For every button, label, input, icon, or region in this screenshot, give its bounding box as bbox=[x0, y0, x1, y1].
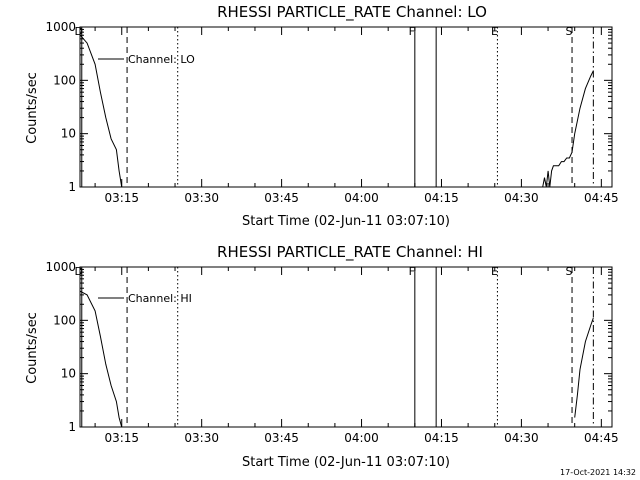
panel2-y-tick-label: 100 bbox=[53, 313, 76, 327]
panel1-x-tick-label: 04:45 bbox=[584, 191, 619, 205]
panel2-y-axis-label: Counts/sec bbox=[25, 312, 40, 384]
panel1-event-marker-label: F bbox=[409, 25, 415, 38]
panel2-x-tick-label: 03:45 bbox=[264, 431, 299, 445]
panel1-y-tick-label: 1 bbox=[68, 180, 76, 194]
panel2-y-tick-label: 10 bbox=[61, 367, 76, 381]
panel2-event-marker-label: D bbox=[75, 265, 83, 278]
panel1-x-tick-label: 03:15 bbox=[104, 191, 139, 205]
panel1-x-axis-label: Start Time (02-Jun-11 03:07:10) bbox=[242, 214, 450, 229]
panel2-y-tick-label: 1000 bbox=[45, 260, 76, 274]
panel2-x-tick-label: 04:15 bbox=[424, 431, 459, 445]
panel2-title: RHESSI PARTICLE_RATE Channel: HI bbox=[217, 243, 483, 262]
panel1-legend-label: Channel: LO bbox=[128, 53, 195, 66]
panel1-y-tick-label: 10 bbox=[61, 127, 76, 141]
panel2-series-line bbox=[80, 290, 123, 428]
panel2-x-tick-label: 04:30 bbox=[504, 431, 539, 445]
panel2-event-marker-label: F bbox=[409, 265, 415, 278]
panel1-event-marker-label: S bbox=[566, 25, 573, 38]
panel1-y-tick-label: 1000 bbox=[45, 20, 76, 34]
panel1-y-axis-label: Counts/sec bbox=[25, 72, 40, 144]
panel1-x-tick-label: 04:15 bbox=[424, 191, 459, 205]
panel2-event-marker-label: S bbox=[566, 265, 573, 278]
panel2-event-marker-label: E bbox=[491, 265, 498, 278]
panel1-plot-frame bbox=[79, 26, 613, 188]
panel1-x-tick-label: 04:00 bbox=[344, 191, 379, 205]
panel1-event-marker-label: E bbox=[491, 25, 498, 38]
panel2-x-tick-label: 04:45 bbox=[584, 431, 619, 445]
panel1-x-tick-label: 04:30 bbox=[504, 191, 539, 205]
panel1-x-tick-label: 03:45 bbox=[264, 191, 299, 205]
panel1-title: RHESSI PARTICLE_RATE Channel: LO bbox=[217, 3, 487, 22]
panel2-x-tick-label: 03:30 bbox=[184, 431, 219, 445]
panel2-plot-frame bbox=[79, 266, 613, 428]
panel1-x-tick-label: 03:30 bbox=[184, 191, 219, 205]
panel2-series-line bbox=[574, 317, 594, 418]
panel1-y-tick-label: 100 bbox=[53, 73, 76, 87]
generated-timestamp: 17-Oct-2021 14:32 bbox=[560, 468, 636, 477]
panel2-y-tick-label: 1 bbox=[68, 420, 76, 434]
panel2-legend-label: Channel: HI bbox=[128, 292, 192, 305]
panel2-x-tick-label: 04:00 bbox=[344, 431, 379, 445]
panel1-event-marker-label: D bbox=[75, 25, 83, 38]
panel2-x-tick-label: 03:15 bbox=[104, 431, 139, 445]
panel1-series-line bbox=[80, 34, 123, 188]
panel1-series-line bbox=[542, 70, 594, 188]
panel2-x-axis-label: Start Time (02-Jun-11 03:07:10) bbox=[242, 455, 450, 470]
